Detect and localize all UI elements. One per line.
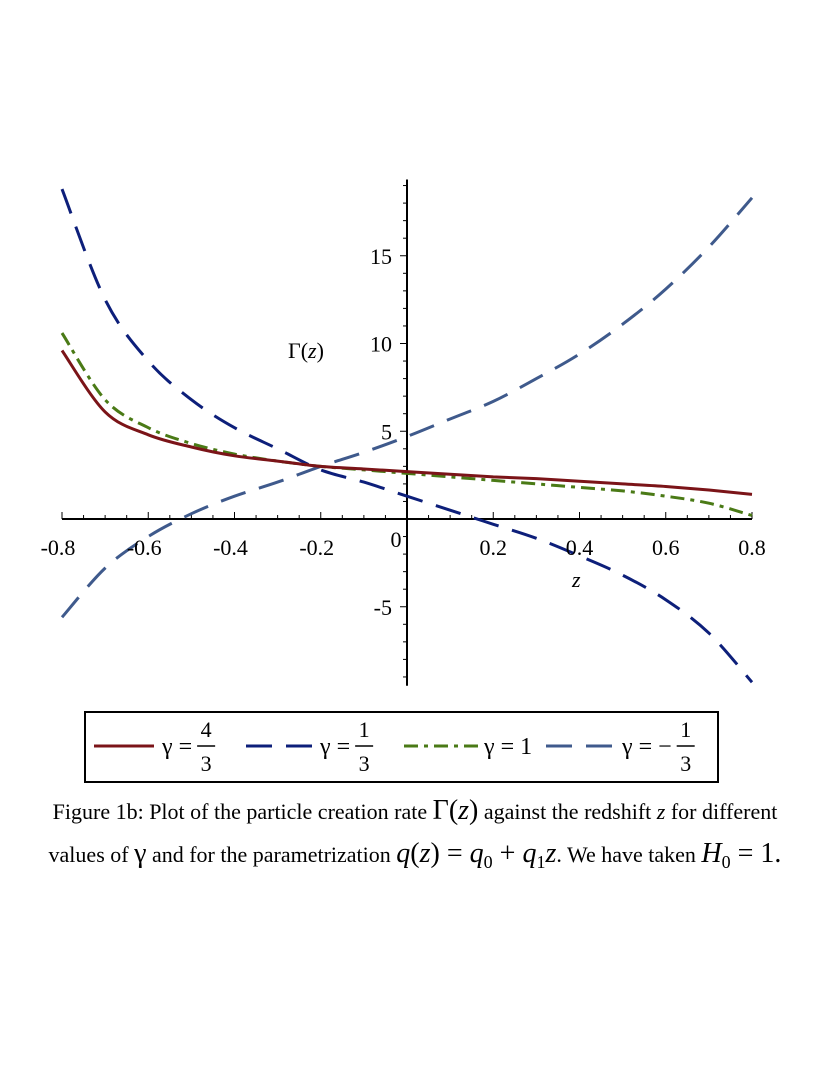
caption-q-open: ( [410,838,420,869]
caption-H: H [701,838,722,869]
x-tick-label: 0 [391,527,402,552]
caption-close-paren: ) [469,795,479,826]
tick-labels: -0.8 -0.6 -0.4 -0.2 0 0.2 0.4 0.6 0.8 -5 5 10 15 [41,244,766,620]
series-line-2 [60,332,753,517]
legend-label: γ = − [621,734,672,760]
series-line-1 [60,188,754,684]
y-tick-label: 10 [370,332,392,357]
caption-text-2: against the redshift [478,799,657,824]
y-tick-label: -5 [374,595,392,620]
legend-numerator: 1 [359,717,370,742]
x-tick-label: -0.2 [299,535,334,560]
caption-H-sub: 0 [721,852,731,872]
legend-numerator: 4 [201,717,212,742]
y-axis-label: Γ(z) [288,338,324,363]
y-label-arg: z [307,338,317,363]
x-tick-label: 0.2 [480,535,508,560]
caption-q1-sub: 1 [536,852,546,872]
series-line-3 [60,196,754,619]
x-tick-label: -0.4 [213,535,248,560]
legend-entry-0: γ = 4 3 [94,717,216,776]
legend-entry-2: γ = 1 [404,734,532,760]
caption-gamma-fn: Γ( [432,795,459,826]
series-line-0 [60,349,753,496]
caption-q1-z: z [545,838,557,869]
y-label-fn: Γ( [288,338,308,363]
x-tick-label: 0.6 [652,535,680,560]
caption-z: z [656,799,666,824]
x-tick-label: 0.8 [738,535,766,560]
axes [61,179,753,686]
figure-caption: Figure 1b: Plot of the particle creation… [30,790,800,883]
x-tick-label: -0.6 [127,535,162,560]
legend-label: γ = [161,734,192,760]
caption-plus: + [492,838,523,869]
caption-text-3: for different values of [48,799,778,867]
legend-label: γ = 1 [483,734,532,760]
legend-denominator: 3 [680,751,691,776]
y-label-close: ) [317,338,324,363]
caption-q: q [396,838,411,869]
caption-gamma: γ [134,838,147,869]
legend-denominator: 3 [201,751,212,776]
legend-denominator: 3 [359,751,370,776]
legend-numerator: 1 [680,717,691,742]
caption-q0: q [469,838,484,869]
caption-text-1: Figure 1b: Plot of the particle creation… [52,799,433,824]
legend: γ = 4 3 γ = 1 3 γ = 1 γ = − 1 3 [84,711,719,783]
legend-entry-3: γ = − 1 3 [546,717,695,776]
x-axis-label: z [571,567,581,592]
caption-q-z: z [419,838,431,869]
x-tick-label: 0.4 [566,535,594,560]
curves [60,188,754,684]
caption-q-close: ) = [430,838,470,869]
caption-q0-sub: 0 [483,852,493,872]
legend-entry-1: γ = 1 3 [246,717,374,776]
caption-text-4: and for the parametrization [146,842,397,867]
caption-z-arg: z [458,795,470,826]
y-tick-label: 5 [381,419,392,444]
caption-q1: q [522,838,537,869]
caption-eq: = 1. [730,838,782,869]
x-tick-label: -0.8 [41,535,76,560]
caption-text-5: . We have taken [556,842,702,867]
y-tick-label: 15 [370,244,392,269]
legend-label: γ = [319,734,350,760]
legend-entries: γ = 4 3 γ = 1 3 γ = 1 γ = − 1 3 [94,717,695,776]
